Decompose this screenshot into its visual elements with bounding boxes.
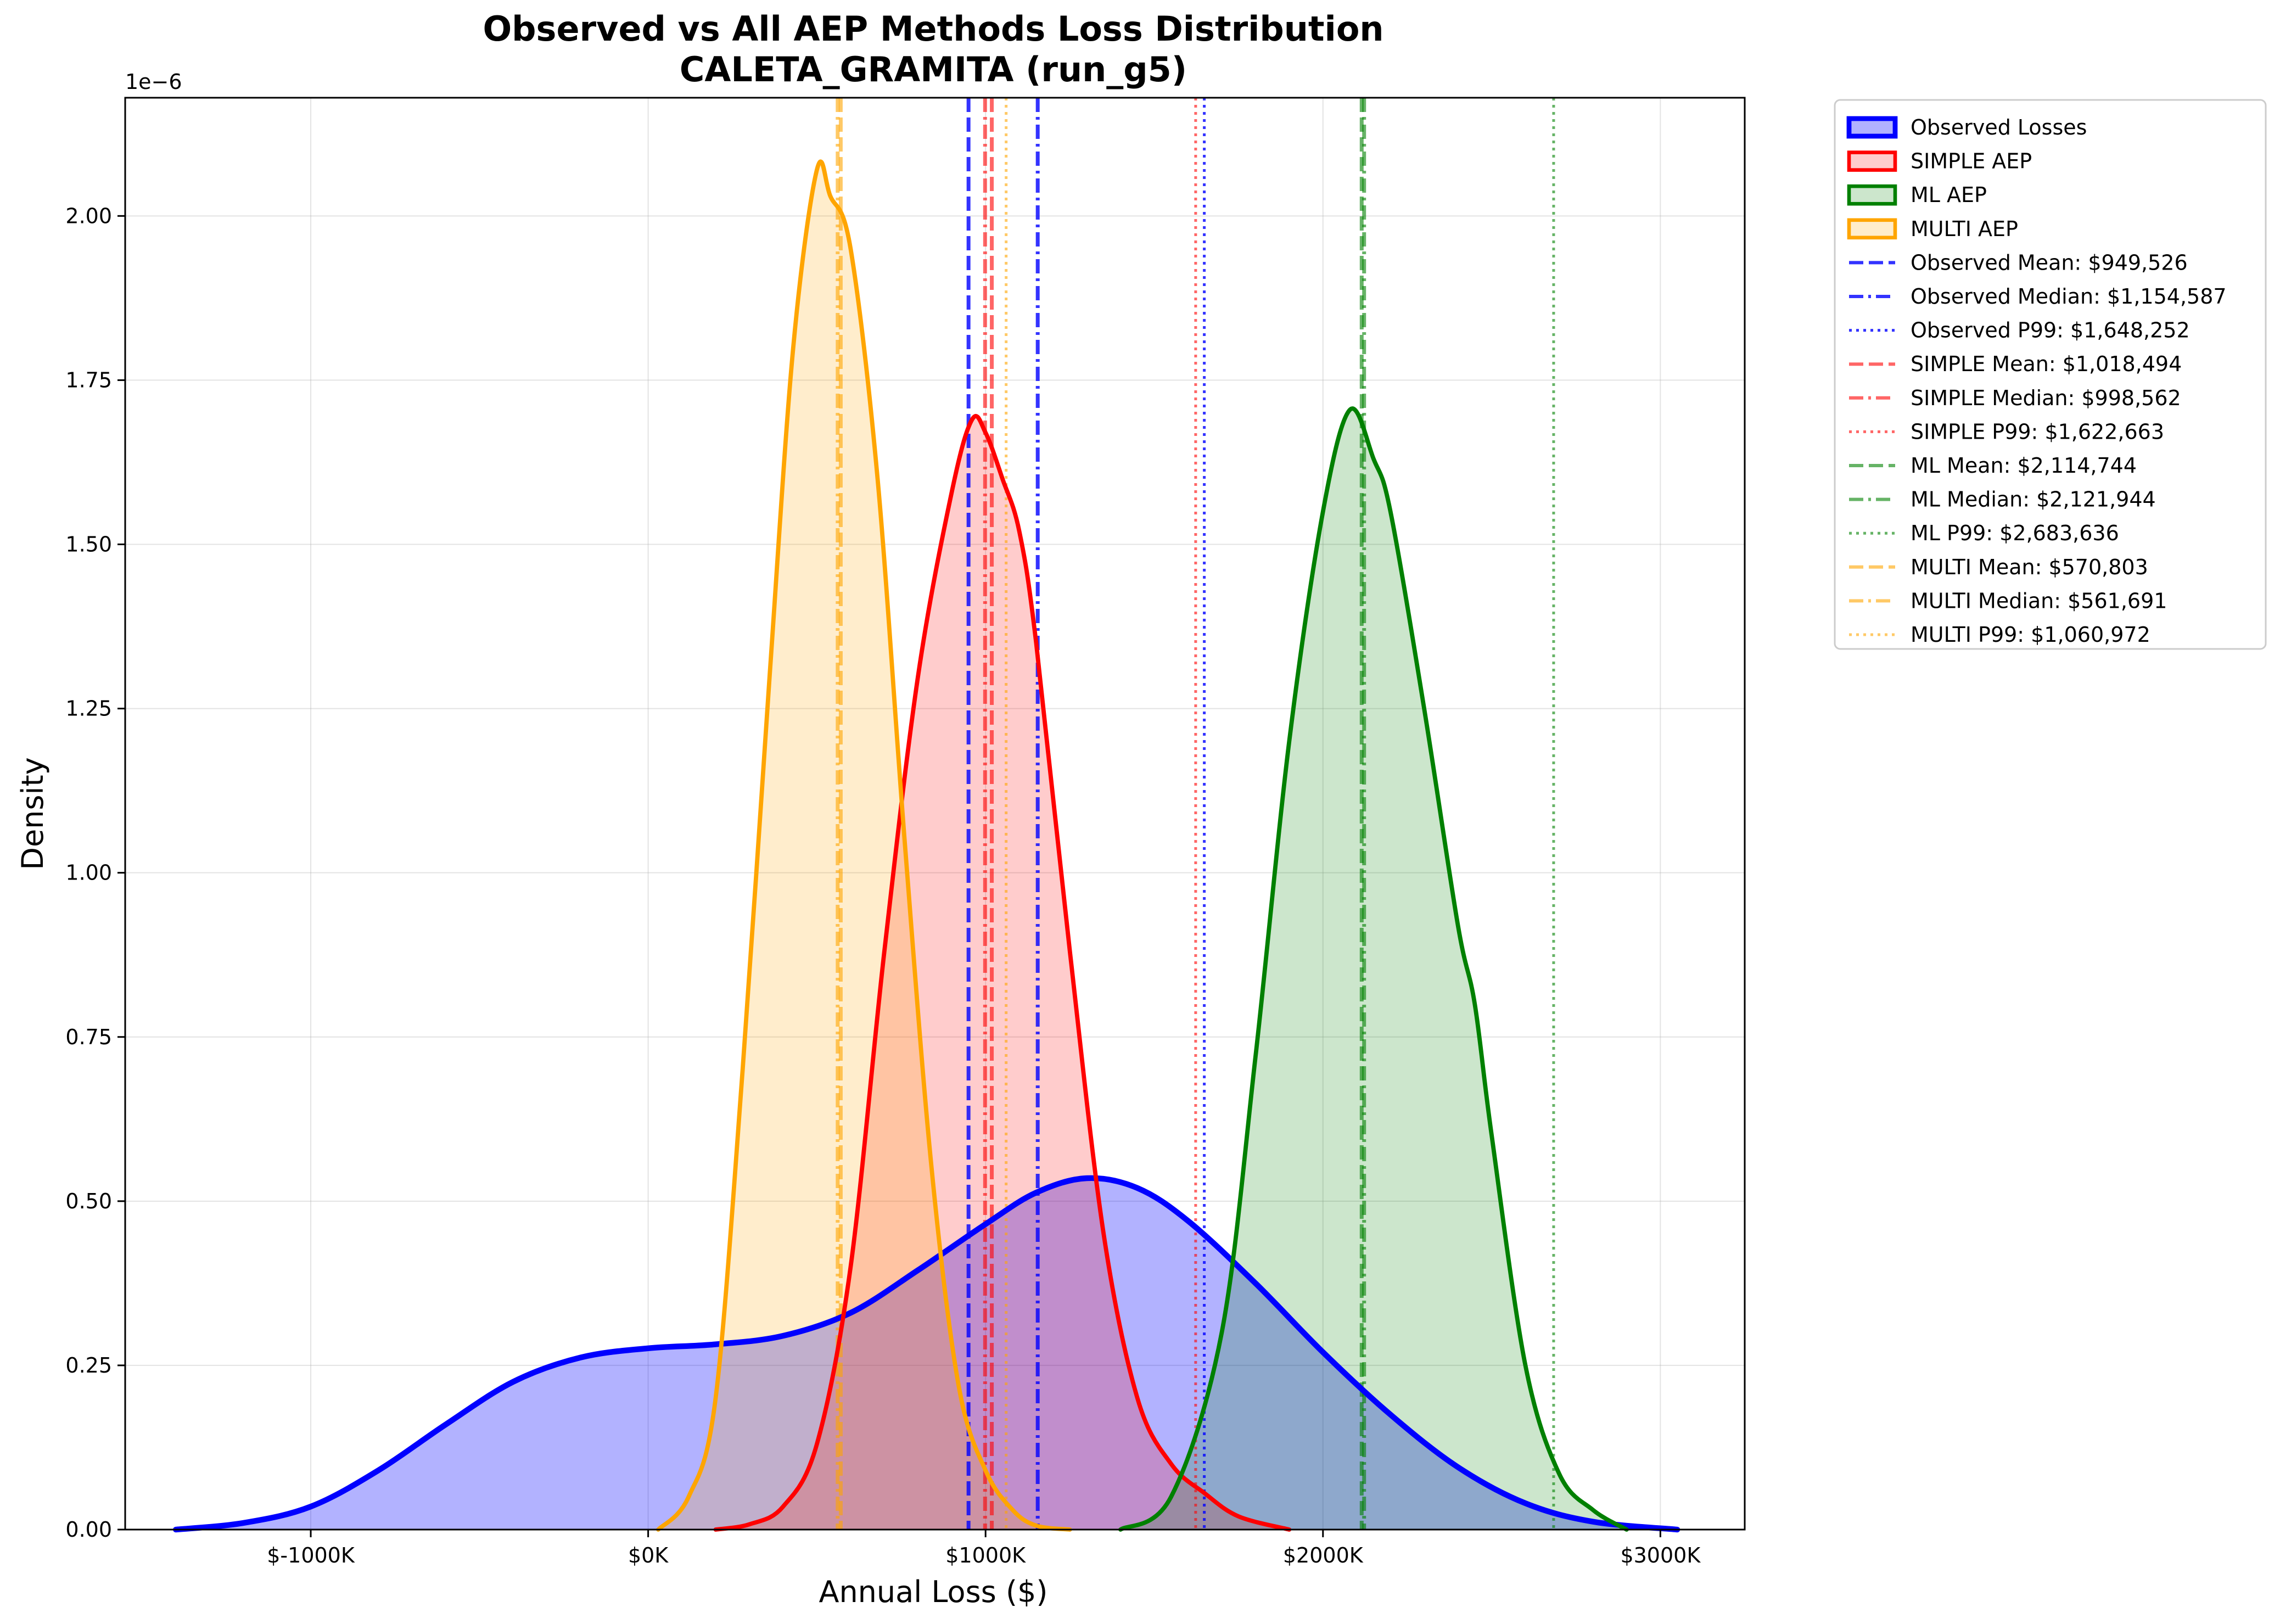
legend-label-observed-mean: Observed Mean: $949,526 xyxy=(1911,250,2188,275)
y-tick-label: 2.00 xyxy=(65,204,112,228)
y-tick-label: 1.00 xyxy=(65,861,112,885)
x-axis-label: Annual Loss ($) xyxy=(819,1575,1048,1609)
legend-label-simple-mean: SIMPLE Mean: $1,018,494 xyxy=(1911,352,2182,376)
legend-swatch-simple-aep xyxy=(1847,150,1897,172)
x-tick-label: $2000K xyxy=(1283,1543,1364,1567)
legend-label-ml-p99: ML P99: $2,683,636 xyxy=(1911,521,2119,545)
y-tick-label: 0.00 xyxy=(65,1517,112,1542)
y-axis: 0.00 0.25 0.50 0.75 1.00 1.25 1.50 1.75 2.00 xyxy=(65,204,125,1542)
series-line-observed-losses xyxy=(173,1175,1680,1533)
legend-swatch-observed-losses xyxy=(1846,116,1898,139)
y-tick-label: 0.75 xyxy=(65,1025,112,1049)
series-area-observed-losses xyxy=(176,1178,1678,1530)
x-axis: $-1000K $0K $1000K $2000K $3000K xyxy=(267,1530,1701,1567)
y-tick-label: 1.25 xyxy=(65,697,112,721)
legend-label-multi-mean: MULTI Mean: $570,803 xyxy=(1911,555,2148,579)
legend-label-multi-median: MULTI Median: $561,691 xyxy=(1911,589,2167,613)
y-tick-label: 0.25 xyxy=(65,1353,112,1377)
y-axis-label: Density xyxy=(15,757,50,870)
legend-label-ml-mean: ML Mean: $2,114,744 xyxy=(1911,453,2137,478)
x-tick-label: $-1000K xyxy=(267,1543,355,1567)
series-line-multi-aep xyxy=(656,159,1072,1532)
legend-label-multi-aep: MULTI AEP xyxy=(1911,217,2018,241)
x-tick-label: $0K xyxy=(628,1543,669,1567)
series-area-ml-aep xyxy=(1121,408,1627,1530)
legend-label-observed-median: Observed Median: $1,154,587 xyxy=(1911,284,2227,309)
chart-subtitle: CALETA_GRAMITA (run_g5) xyxy=(680,49,1187,89)
series-line-ml-aep xyxy=(1118,406,1629,1532)
series-area-multi-aep xyxy=(658,161,1070,1530)
legend-label-ml-median: ML Median: $2,121,944 xyxy=(1911,488,2156,512)
series-fills xyxy=(176,161,1678,1530)
legend-label-observed-p99: Observed P99: $1,648,252 xyxy=(1911,318,2190,343)
legend-label-ml-aep: ML AEP xyxy=(1911,183,1987,207)
legend-label-observed-losses: Observed Losses xyxy=(1911,115,2087,139)
legend-swatch-multi-aep xyxy=(1847,218,1897,240)
plot-frame xyxy=(124,97,1746,1531)
series-lines xyxy=(173,159,1680,1533)
series-area-simple-aep xyxy=(715,416,1290,1530)
legend-frame xyxy=(1834,99,2267,650)
y-axis-multiplier: 1e−6 xyxy=(125,70,182,94)
legend-label-simple-p99: SIMPLE P99: $1,622,663 xyxy=(1911,419,2164,444)
legend-label-multi-p99: MULTI P99: $1,060,972 xyxy=(1911,623,2150,647)
legend: Observed Losses SIMPLE AEP ML AEP MULTI AEP… xyxy=(1834,99,2267,650)
reference-lines xyxy=(836,98,1555,1530)
y-tick-label: 1.50 xyxy=(65,533,112,557)
series-line-simple-aep xyxy=(713,414,1292,1532)
x-tick-label: $1000K xyxy=(945,1543,1026,1567)
legend-label-simple-median: SIMPLE Median: $998,562 xyxy=(1911,386,2181,410)
grid xyxy=(125,98,1745,1530)
y-tick-label: 1.75 xyxy=(65,368,112,392)
legend-swatch-ml-aep xyxy=(1847,184,1897,206)
x-tick-label: $3000K xyxy=(1620,1543,1701,1567)
chart-title: Observed vs All AEP Methods Loss Distrib… xyxy=(483,9,1383,49)
y-tick-label: 0.50 xyxy=(65,1189,112,1213)
legend-label-simple-aep: SIMPLE AEP xyxy=(1911,149,2032,173)
